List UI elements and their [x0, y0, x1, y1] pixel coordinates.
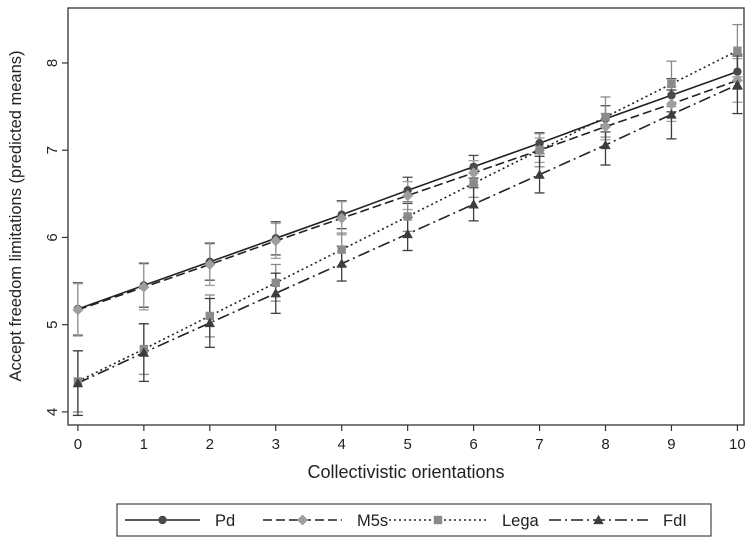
data-point: [337, 245, 346, 254]
x-tick-label: 5: [403, 436, 411, 453]
x-tick-label: 7: [535, 436, 543, 453]
y-tick-label: 7: [44, 146, 61, 154]
x-tick-label: 9: [667, 436, 675, 453]
data-point: [665, 98, 677, 110]
series-layer: [72, 23, 743, 417]
legend-item-fdi: FdI: [549, 512, 687, 530]
legend: Pd M5s Lega FdI: [125, 512, 687, 530]
legend-label: Pd: [215, 512, 235, 530]
data-point: [403, 212, 412, 221]
data-point: [270, 288, 281, 298]
y-tick-label: 6: [44, 233, 61, 241]
data-point: [535, 139, 544, 148]
data-point: [271, 278, 280, 288]
x-axis: 0 1 2 3 4 5 6 7 8 9 10: [74, 425, 746, 453]
plot-frame: [67, 7, 745, 426]
data-point: [138, 347, 150, 357]
data-point: [72, 304, 84, 316]
legend-item-pd: Pd: [125, 512, 235, 530]
data-point: [402, 190, 414, 202]
data-point: [600, 139, 611, 150]
y-tick-label: 8: [44, 59, 61, 67]
x-tick-label: 3: [272, 436, 280, 453]
legend-label: M5s: [357, 512, 388, 530]
data-point: [534, 169, 545, 179]
legend-marker: [158, 515, 167, 525]
data-point: [204, 317, 215, 328]
legend-marker: [593, 514, 604, 525]
legend-item-lega: Lega: [389, 512, 540, 530]
series-m5s-points: [72, 74, 743, 316]
y-axis: 4 5 6 7 8: [44, 59, 68, 416]
data-point: [336, 258, 347, 268]
legend-marker: [433, 515, 443, 525]
y-tick-label: 4: [44, 408, 61, 416]
legend-label: FdI: [663, 512, 687, 530]
data-point: [205, 311, 214, 321]
data-point: [667, 79, 676, 89]
data-point: [138, 281, 150, 293]
data-point: [666, 109, 677, 119]
y-axis-label: Accept freedom limitations (predicted me…: [7, 50, 25, 381]
data-point: [72, 377, 84, 388]
data-point: [601, 112, 610, 122]
x-tick-label: 2: [206, 436, 214, 453]
x-tick-label: 10: [729, 436, 746, 453]
data-point: [469, 179, 478, 188]
data-point: [204, 258, 216, 270]
data-point: [402, 228, 413, 239]
data-point: [469, 162, 478, 171]
data-point: [468, 167, 480, 179]
data-point: [733, 67, 742, 76]
series-fdi-points: [72, 79, 743, 388]
data-point: [270, 235, 282, 247]
x-axis-label: Collectivistic orientations: [307, 462, 504, 482]
legend-marker: [297, 514, 308, 526]
data-point: [468, 199, 479, 209]
data-point: [535, 145, 544, 155]
x-tick-label: 8: [601, 436, 609, 453]
data-point: [732, 79, 743, 89]
x-tick-label: 1: [140, 436, 148, 453]
legend-label: Lega: [502, 512, 540, 530]
data-point: [667, 91, 676, 100]
x-tick-label: 0: [74, 436, 82, 453]
x-tick-label: 4: [338, 436, 346, 453]
legend-item-m5s: M5s: [263, 512, 388, 530]
y-tick-label: 5: [44, 321, 61, 329]
x-tick-label: 6: [469, 436, 477, 453]
data-point: [600, 121, 612, 133]
data-point: [733, 46, 742, 55]
data-point: [336, 212, 348, 224]
